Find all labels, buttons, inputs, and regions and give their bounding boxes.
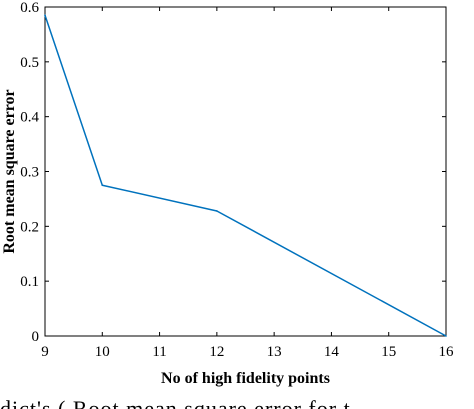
x-tick-label: 10	[95, 344, 110, 360]
series-layer	[44, 14, 447, 337]
x-axis-label: No of high fidelity points	[161, 370, 330, 387]
x-tick-label: 15	[381, 344, 396, 360]
x-axis-ticks: 9 10 11 12 13 14 15 16	[41, 7, 454, 360]
series-line	[44, 14, 447, 337]
x-tick-label: 11	[152, 344, 166, 360]
y-tick-label: 0.6	[20, 0, 39, 16]
y-axis-label: Root mean square error	[1, 89, 18, 253]
data-point	[216, 210, 218, 212]
y-tick-label: 0.5	[20, 55, 39, 71]
line-chart: 0 0.1 0.2 0.3 0.4 0.5 0.6 9 10 11 12 13 14 15 16 No o…	[1, 0, 454, 387]
x-tick-label: 13	[267, 344, 282, 360]
y-axis-ticks: 0 0.1 0.2 0.3 0.4 0.5 0.6	[20, 0, 446, 345]
x-tick-label: 9	[41, 344, 49, 360]
data-point	[445, 335, 447, 337]
caption-fragment: dict's ( Root mean square error for t	[0, 396, 351, 409]
y-tick-label: 0.2	[20, 219, 39, 235]
x-tick-label: 12	[209, 344, 224, 360]
y-tick-label: 0.1	[20, 274, 39, 290]
x-tick-label: 14	[324, 344, 340, 360]
plot-area	[44, 6, 447, 337]
data-point	[44, 14, 46, 17]
y-tick-label: 0.4	[20, 110, 39, 126]
y-tick-label: 0	[32, 329, 40, 345]
y-tick-label: 0.3	[20, 165, 39, 181]
data-point	[101, 184, 104, 187]
x-tick-label: 16	[439, 344, 455, 360]
